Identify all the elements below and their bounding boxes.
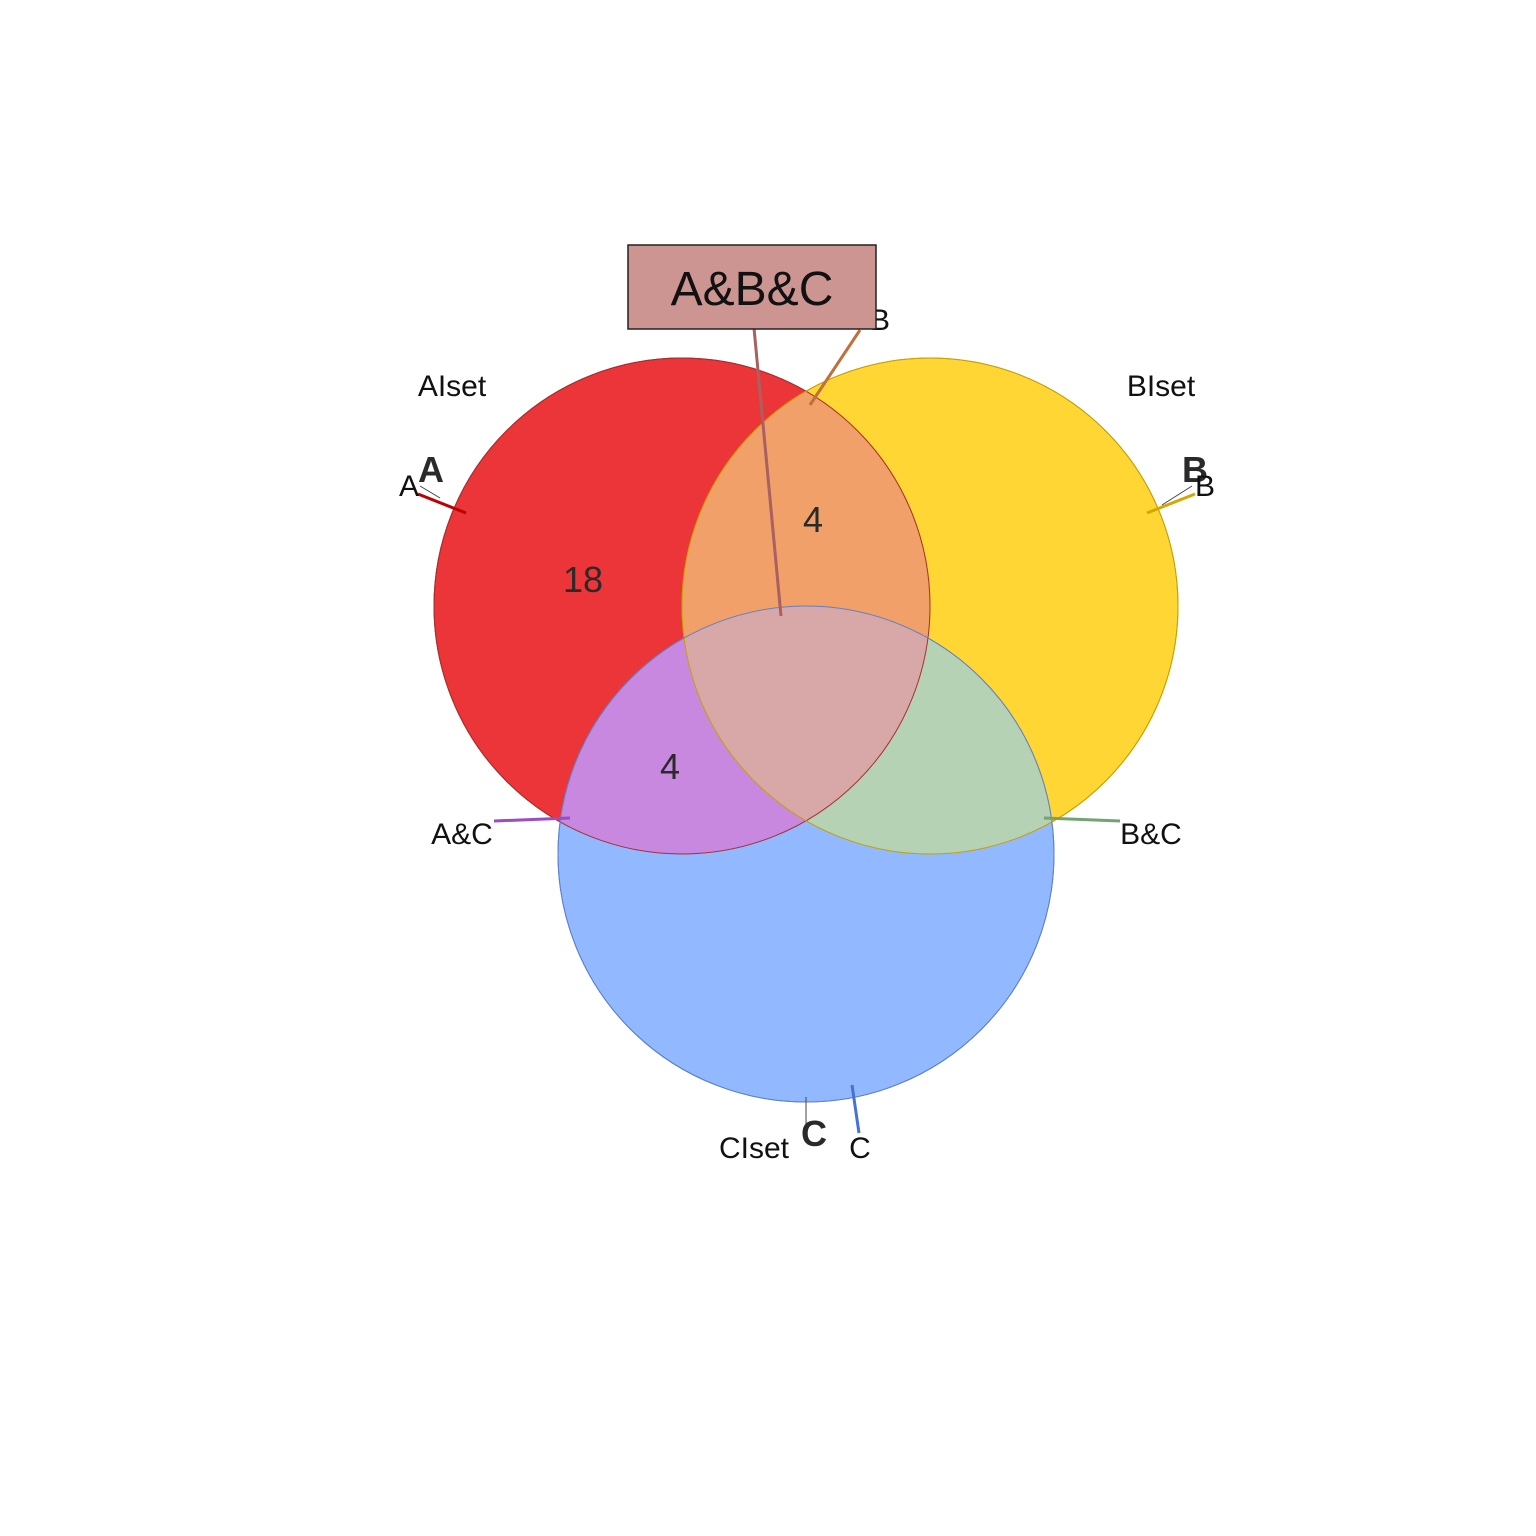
set-b-letter: B	[1182, 449, 1208, 490]
set-a-label: AIset	[418, 370, 487, 403]
leader-label-b: B	[1195, 470, 1215, 503]
region-b-c	[682, 606, 1054, 854]
count-a-only: 18	[563, 559, 603, 600]
leader-a-b-c	[752, 327, 783, 617]
set-a-letter: A	[418, 449, 444, 490]
set-c-letter: C	[801, 1113, 827, 1154]
set-a-outline	[433, 357, 931, 855]
callout-label: A&B&C	[671, 263, 834, 316]
leader-a	[417, 492, 467, 515]
leader-a-b	[808, 329, 862, 406]
leader-label-b-c: B&C	[1120, 818, 1182, 851]
leader-b-thin	[1161, 485, 1193, 506]
leader-label-a-c: A&C	[431, 818, 493, 851]
count-a-c: 4	[660, 746, 680, 787]
leader-label-a: A	[399, 470, 419, 503]
set-b-label: BIset	[1127, 370, 1196, 403]
leader-a-c	[493, 816, 571, 823]
set-b-outline	[681, 357, 1179, 855]
count-a-b: 4	[803, 499, 823, 540]
leader-label-c: C	[849, 1132, 871, 1165]
leader-a-thin	[419, 485, 441, 499]
region-a-c	[558, 606, 930, 854]
set-c-label: CIset	[719, 1132, 790, 1165]
leader-c	[850, 1084, 861, 1134]
callout-box	[627, 244, 877, 330]
leader-b-c	[1043, 816, 1121, 823]
leader-b	[1146, 492, 1196, 515]
